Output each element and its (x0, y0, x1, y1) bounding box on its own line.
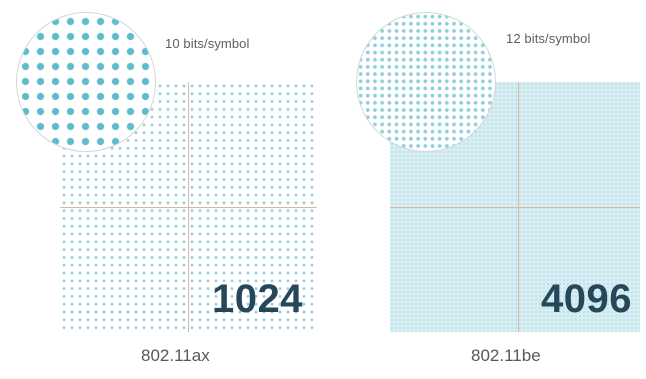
standard-label: 802.11ax (141, 346, 210, 365)
horizontal-axis (60, 207, 317, 208)
bits-per-symbol-label: 10 bits/symbol (165, 36, 250, 51)
standard-label: 802.11be (471, 346, 541, 365)
qam-points-label: 1024 (212, 277, 303, 321)
qam-points-label: 4096 (541, 277, 632, 321)
horizontal-axis (390, 207, 640, 208)
zoom-circle-1024 (16, 12, 156, 152)
panel-4096qam: 12 bits/symbol 4096 802.11be (323, 0, 646, 379)
bits-per-symbol-label: 12 bits/symbol (506, 31, 591, 46)
zoom-circle-4096 (356, 12, 496, 152)
panel-1024qam: 10 bits/symbol 1024 802.11ax (16, 12, 317, 365)
